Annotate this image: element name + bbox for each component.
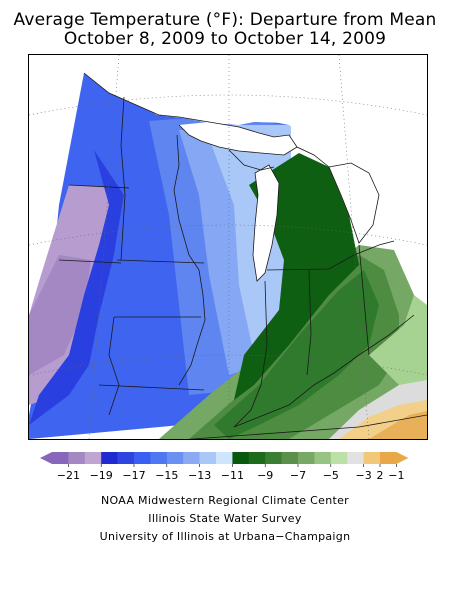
border-ohio-river: [233, 354, 360, 428]
legend-swatch: [232, 452, 250, 464]
legend-label: −19: [90, 469, 113, 482]
border-indiana-ohio: [306, 269, 312, 376]
border-kentucky: [187, 414, 427, 439]
legend-swatch: [314, 452, 332, 464]
region-purple-dark: [29, 255, 91, 375]
border-michigan-ohio: [266, 268, 330, 271]
region-green-dark: [234, 153, 359, 400]
legend-label: −7: [290, 469, 306, 482]
lake-huron: [329, 163, 379, 243]
legend-swatch: [101, 452, 118, 464]
legend-swatch: [265, 452, 282, 464]
region-green: [214, 270, 379, 439]
legend-label: −11: [221, 469, 244, 482]
region-orange: [369, 411, 427, 439]
ontario-east: [359, 95, 427, 255]
border-us-canada: [83, 72, 330, 168]
legend-right-arrow: [396, 452, 409, 464]
credit-noaa: NOAA Midwestern Regional Climate Center: [101, 494, 349, 507]
coast-lake-superior: [178, 124, 298, 156]
legend-label: −15: [155, 469, 178, 482]
legend-label: −13: [188, 469, 211, 482]
border-northern-iowa: [116, 259, 205, 264]
legend-swatch: [52, 452, 69, 464]
border-pennsylvania: [358, 244, 370, 356]
legend-swatch: [199, 452, 217, 464]
map-title: Average Temperature (°F): Departure from…: [13, 10, 437, 30]
legend-label: −1: [388, 469, 404, 482]
canada-area: [29, 55, 427, 140]
legend-swatch: [150, 452, 168, 464]
legend-label: −5: [323, 469, 339, 482]
border-illinois-indiana: [233, 280, 268, 428]
state-boundaries: [58, 72, 427, 439]
legend-swatch: [134, 452, 151, 464]
anomaly-fill-layer: [29, 73, 427, 439]
legend-label: 2: [377, 469, 384, 482]
legend-swatch: [166, 452, 184, 464]
coast-lake-huron: [328, 162, 380, 244]
coast-lake-erie: [328, 240, 395, 270]
legend-label: −17: [122, 469, 145, 482]
legend-swatch: [216, 452, 233, 464]
legend-swatch: [68, 452, 86, 464]
lake-michigan: [253, 165, 279, 281]
legend-swatch: [183, 452, 200, 464]
legend-swatch: [117, 452, 135, 464]
legend-swatch: [248, 452, 266, 464]
border-iowa-illinois: [178, 294, 206, 386]
color-legend: −21 −19 −17 −15 −13 −11 −9 −7 −5 −3 −1 2: [40, 452, 409, 482]
border-missouri-south: [98, 384, 205, 391]
border-missouri-north: [108, 316, 120, 416]
lake-superior: [179, 122, 297, 155]
legend-swatch: [330, 452, 348, 464]
legend-label: −21: [57, 469, 80, 482]
legend-swatch: [363, 452, 381, 464]
legend-swatch: [380, 452, 397, 464]
credit-university: University of Illinois at Urbana−Champai…: [99, 530, 351, 543]
border-dakotas: [68, 184, 130, 189]
water-and-outside-areas: [29, 55, 427, 281]
legend-swatch: [298, 452, 315, 464]
legend-left-arrow: [40, 452, 52, 464]
border-nd-mn: [120, 96, 126, 261]
border-minnesota-wisconsin: [173, 134, 204, 296]
border-wisconsin-michigan-up: [228, 149, 275, 171]
legend-label: −3: [355, 469, 371, 482]
border-sd-ne: [58, 259, 122, 264]
map-canvas: [29, 55, 427, 439]
region-blue-deep: [29, 150, 124, 425]
credit-isws: Illinois State Water Survey: [148, 512, 302, 525]
border-west-virginia: [358, 314, 415, 356]
lat-lon-grid: [29, 55, 427, 439]
map-subtitle: October 8, 2009 to October 14, 2009: [63, 29, 387, 49]
legend-swatch: [281, 452, 299, 464]
outside-west-bottom: [29, 125, 69, 215]
region-green-pale: [369, 295, 427, 385]
legend-swatch: [84, 452, 102, 464]
legend-swatch: [347, 452, 364, 464]
legend-label: −9: [257, 469, 273, 482]
coast-lake-michigan: [252, 164, 280, 282]
temperature-departure-map: [28, 54, 428, 440]
